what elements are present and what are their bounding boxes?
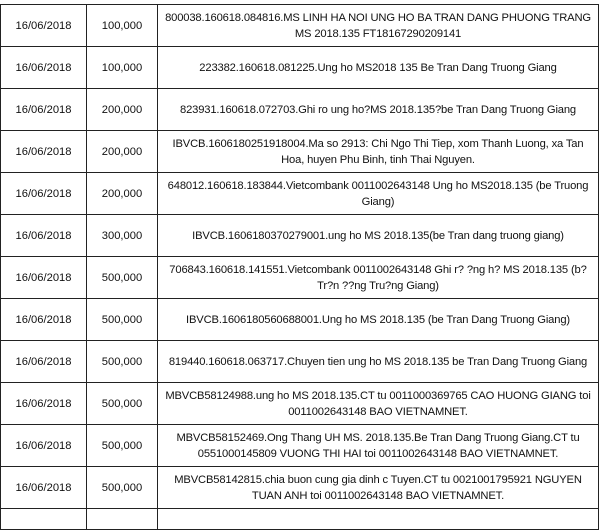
- table-row: 16/06/2018 500,000 MBVCB58152469.Ong Thang…: [0, 424, 599, 467]
- table-row: 16/06/2018 500,000 706843.160618.141551.Vi…: [0, 256, 599, 299]
- description-cell: IBVCB.1606180370279001.ung ho MS 2018.13…: [157, 214, 599, 257]
- description-cell: IBVCB.1606180251918004.Ma so 2913: Chi N…: [157, 130, 599, 173]
- date-cell: 16/06/2018: [0, 88, 87, 131]
- table-row: 16/06/2018 200,000 IBVCB.1606180251918004.…: [0, 130, 599, 173]
- amount-cell: 200,000: [86, 130, 158, 173]
- table-row-partial: [0, 508, 599, 530]
- description-cell: MBVCB58142815.chia buon cung gia dinh c …: [157, 466, 599, 509]
- table-row: 16/06/2018 200,000 648012.160618.183844.Vi…: [0, 172, 599, 215]
- description-cell: 648012.160618.183844.Vietcombank 0011002…: [157, 172, 599, 215]
- table-row: 16/06/2018 300,000 IBVCB.1606180370279001.…: [0, 214, 599, 257]
- table-row: 16/06/2018 100,000 223382.160618.081225.Un…: [0, 46, 599, 89]
- amount-cell: 300,000: [86, 214, 158, 257]
- description-cell: 223382.160618.081225.Ung ho MS2018 135 B…: [157, 46, 599, 89]
- description-cell: MBVCB58152469.Ong Thang UH MS. 2018.135.…: [157, 424, 599, 467]
- table-row: 16/06/2018 500,000 819440.160618.063717.Ch…: [0, 340, 599, 383]
- amount-cell: 500,000: [86, 466, 158, 509]
- date-cell: 16/06/2018: [0, 4, 87, 47]
- description-cell: 823931.160618.072703.Ghi ro ung ho?MS 20…: [157, 88, 599, 131]
- amount-cell: 100,000: [86, 4, 158, 47]
- table-row: 16/06/2018 500,000 IBVCB.1606180560688001.…: [0, 298, 599, 341]
- table-row: 16/06/2018 500,000 MBVCB58142815.chia buon…: [0, 466, 599, 509]
- amount-cell: 100,000: [86, 46, 158, 89]
- date-cell: 16/06/2018: [0, 382, 87, 425]
- empty-cell: [0, 508, 87, 530]
- amount-cell: 200,000: [86, 172, 158, 215]
- table-row: 16/06/2018 200,000 823931.160618.072703.Gh…: [0, 88, 599, 131]
- table-row: 16/06/2018 100,000 800038.160618.084816.MS…: [0, 4, 599, 47]
- description-cell: 706843.160618.141551.Vietcombank 0011002…: [157, 256, 599, 299]
- date-cell: 16/06/2018: [0, 46, 87, 89]
- amount-cell: 500,000: [86, 340, 158, 383]
- empty-cell: [157, 508, 599, 530]
- date-cell: 16/06/2018: [0, 172, 87, 215]
- description-cell: 800038.160618.084816.MS LINH HA NOI UNG …: [157, 4, 599, 47]
- amount-cell: 500,000: [86, 424, 158, 467]
- empty-cell: [86, 508, 158, 530]
- description-cell: 819440.160618.063717.Chuyen tien ung ho …: [157, 340, 599, 383]
- amount-cell: 500,000: [86, 298, 158, 341]
- date-cell: 16/06/2018: [0, 298, 87, 341]
- date-cell: 16/06/2018: [0, 256, 87, 299]
- table-row: 16/06/2018 500,000 MBVCB58124988.ung ho MS…: [0, 382, 599, 425]
- amount-cell: 500,000: [86, 256, 158, 299]
- date-cell: 16/06/2018: [0, 340, 87, 383]
- amount-cell: 200,000: [86, 88, 158, 131]
- description-cell: IBVCB.1606180560688001.Ung ho MS 2018.13…: [157, 298, 599, 341]
- donations-table: 16/06/2018 100,000 800038.160618.084816.MS…: [0, 4, 599, 530]
- table-body: 16/06/2018 100,000 800038.160618.084816.MS…: [0, 4, 599, 530]
- date-cell: 16/06/2018: [0, 214, 87, 257]
- date-cell: 16/06/2018: [0, 466, 87, 509]
- date-cell: 16/06/2018: [0, 424, 87, 467]
- amount-cell: 500,000: [86, 382, 158, 425]
- date-cell: 16/06/2018: [0, 130, 87, 173]
- description-cell: MBVCB58124988.ung ho MS 2018.135.CT tu 0…: [157, 382, 599, 425]
